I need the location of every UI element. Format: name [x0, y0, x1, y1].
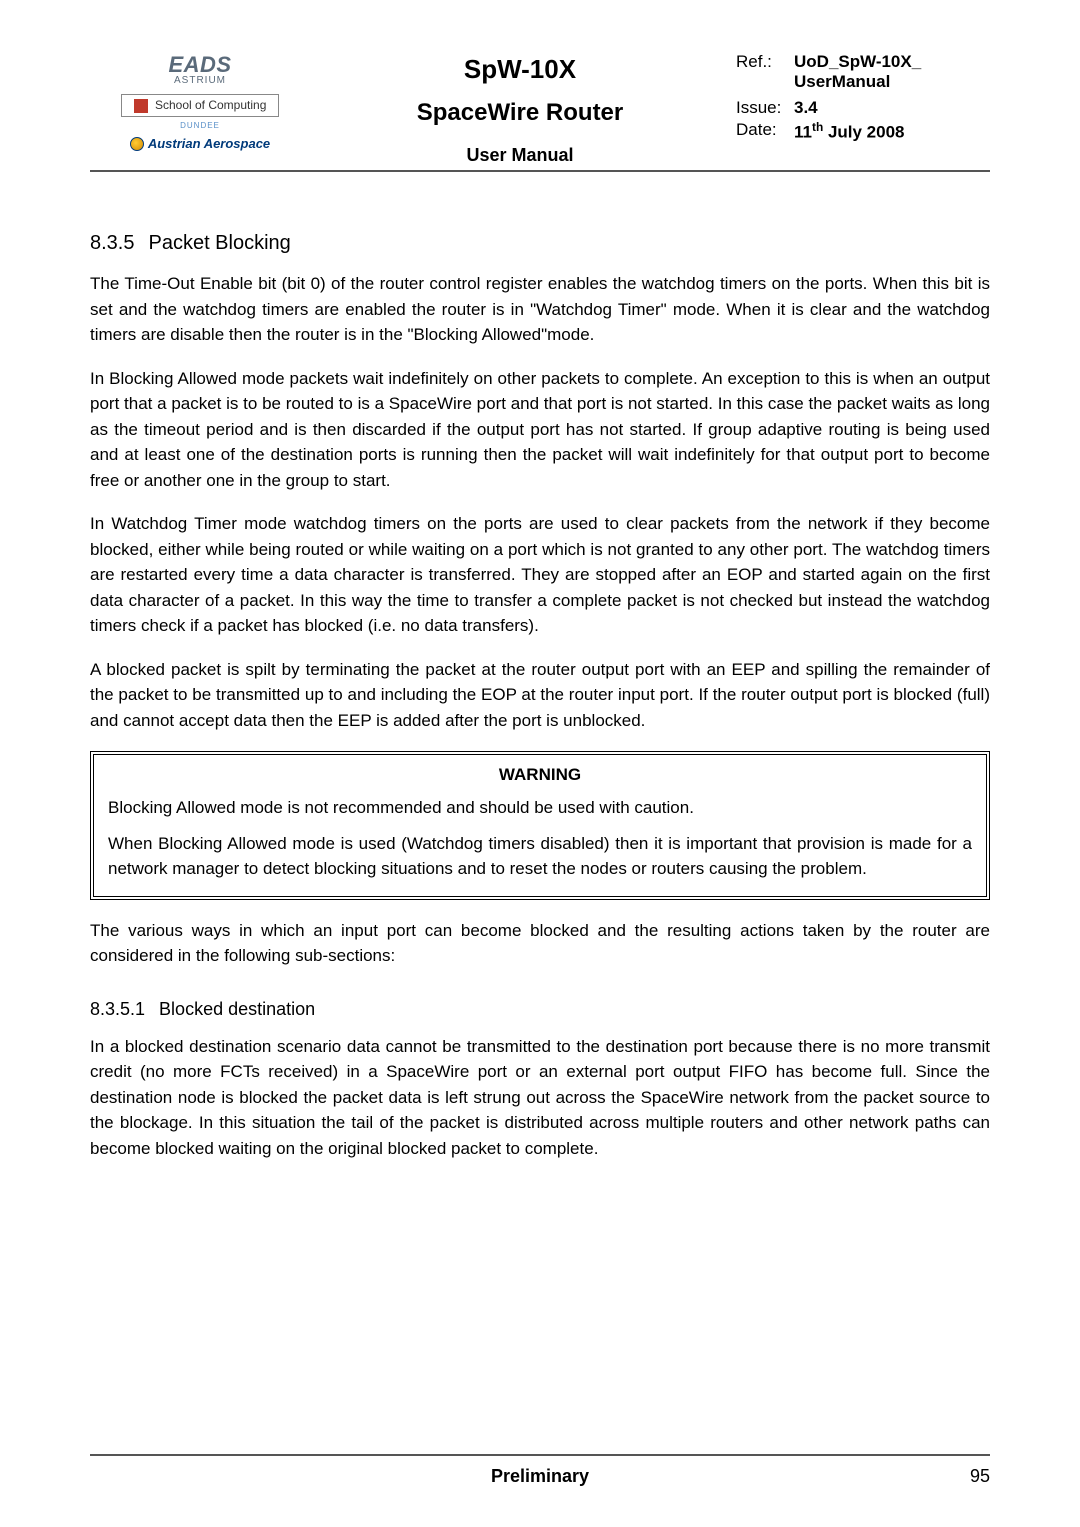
- subsection-paragraph-1: In a blocked destination scenario data c…: [90, 1034, 990, 1162]
- shield-icon: [134, 99, 148, 113]
- subsection-heading: 8.3.5.1 Blocked destination: [90, 999, 990, 1020]
- paragraph-5: The various ways in which an input port …: [90, 918, 990, 969]
- logo-stack: EADS ASTRIUM School of Computing DUNDEE …: [96, 52, 304, 151]
- subsection-title: Blocked destination: [159, 999, 315, 1019]
- meta-ref-value: UoD_SpW-10X_ UserManual: [794, 52, 921, 92]
- doc-title-sub: SpaceWire Router: [316, 99, 724, 127]
- subsection-number: 8.3.5.1: [90, 999, 145, 1019]
- school-of-computing-logo: School of Computing: [121, 94, 280, 117]
- doc-title-main: SpW-10X: [316, 54, 724, 85]
- meta-issue-row: Issue: 3.4: [736, 98, 984, 118]
- warning-paragraph-1: Blocking Allowed mode is not recommended…: [108, 795, 972, 821]
- meta-date-day: 11: [794, 123, 812, 142]
- paragraph-1: The Time-Out Enable bit (bit 0) of the r…: [90, 271, 990, 348]
- footer-center-text: Preliminary: [90, 1466, 990, 1487]
- section-heading: 8.3.5 Packet Blocking: [90, 232, 990, 255]
- meta-ref-value-1: UoD_SpW-10X_: [794, 52, 921, 71]
- header-logo-cell: EADS ASTRIUM School of Computing DUNDEE …: [90, 48, 310, 171]
- aa-dot-icon: [130, 137, 144, 151]
- warning-box: WARNING Blocking Allowed mode is not rec…: [90, 751, 990, 900]
- section-title: Packet Blocking: [148, 232, 290, 254]
- astrium-logo: ASTRIUM: [96, 75, 304, 86]
- austrian-aerospace-text: Austrian Aerospace: [148, 136, 270, 151]
- warning-paragraph-2: When Blocking Allowed mode is used (Watc…: [108, 831, 972, 882]
- austrian-aerospace-logo: Austrian Aerospace: [96, 136, 304, 152]
- meta-date-label: Date:: [736, 120, 794, 143]
- paragraph-4: A blocked packet is spilt by terminating…: [90, 657, 990, 734]
- paragraph-2: In Blocking Allowed mode packets wait in…: [90, 366, 990, 494]
- meta-ref-value-2: UserManual: [794, 72, 890, 91]
- dundee-logo: DUNDEE: [96, 121, 304, 130]
- meta-date-rest: July 2008: [823, 123, 904, 142]
- section-number: 8.3.5: [90, 232, 134, 254]
- page-header: EADS ASTRIUM School of Computing DUNDEE …: [90, 48, 990, 172]
- paragraph-3: In Watchdog Timer mode watchdog timers o…: [90, 511, 990, 639]
- warning-title: WARNING: [108, 765, 972, 785]
- school-of-computing-text: School of Computing: [155, 98, 266, 112]
- meta-date-sup: th: [812, 120, 823, 134]
- doc-title-sub2: User Manual: [316, 145, 724, 166]
- page-footer: Preliminary 95: [90, 1454, 990, 1487]
- header-meta-cell: Ref.: UoD_SpW-10X_ UserManual Issue: 3.4…: [730, 48, 990, 171]
- meta-ref-row: Ref.: UoD_SpW-10X_ UserManual: [736, 52, 984, 92]
- meta-issue-value: 3.4: [794, 98, 818, 118]
- meta-date-row: Date: 11th July 2008: [736, 120, 984, 143]
- meta-issue-label: Issue:: [736, 98, 794, 118]
- meta-ref-label: Ref.:: [736, 52, 794, 92]
- header-title-cell: SpW-10X SpaceWire Router User Manual: [310, 48, 730, 171]
- footer-page-number: 95: [970, 1466, 990, 1487]
- meta-date-value: 11th July 2008: [794, 120, 905, 143]
